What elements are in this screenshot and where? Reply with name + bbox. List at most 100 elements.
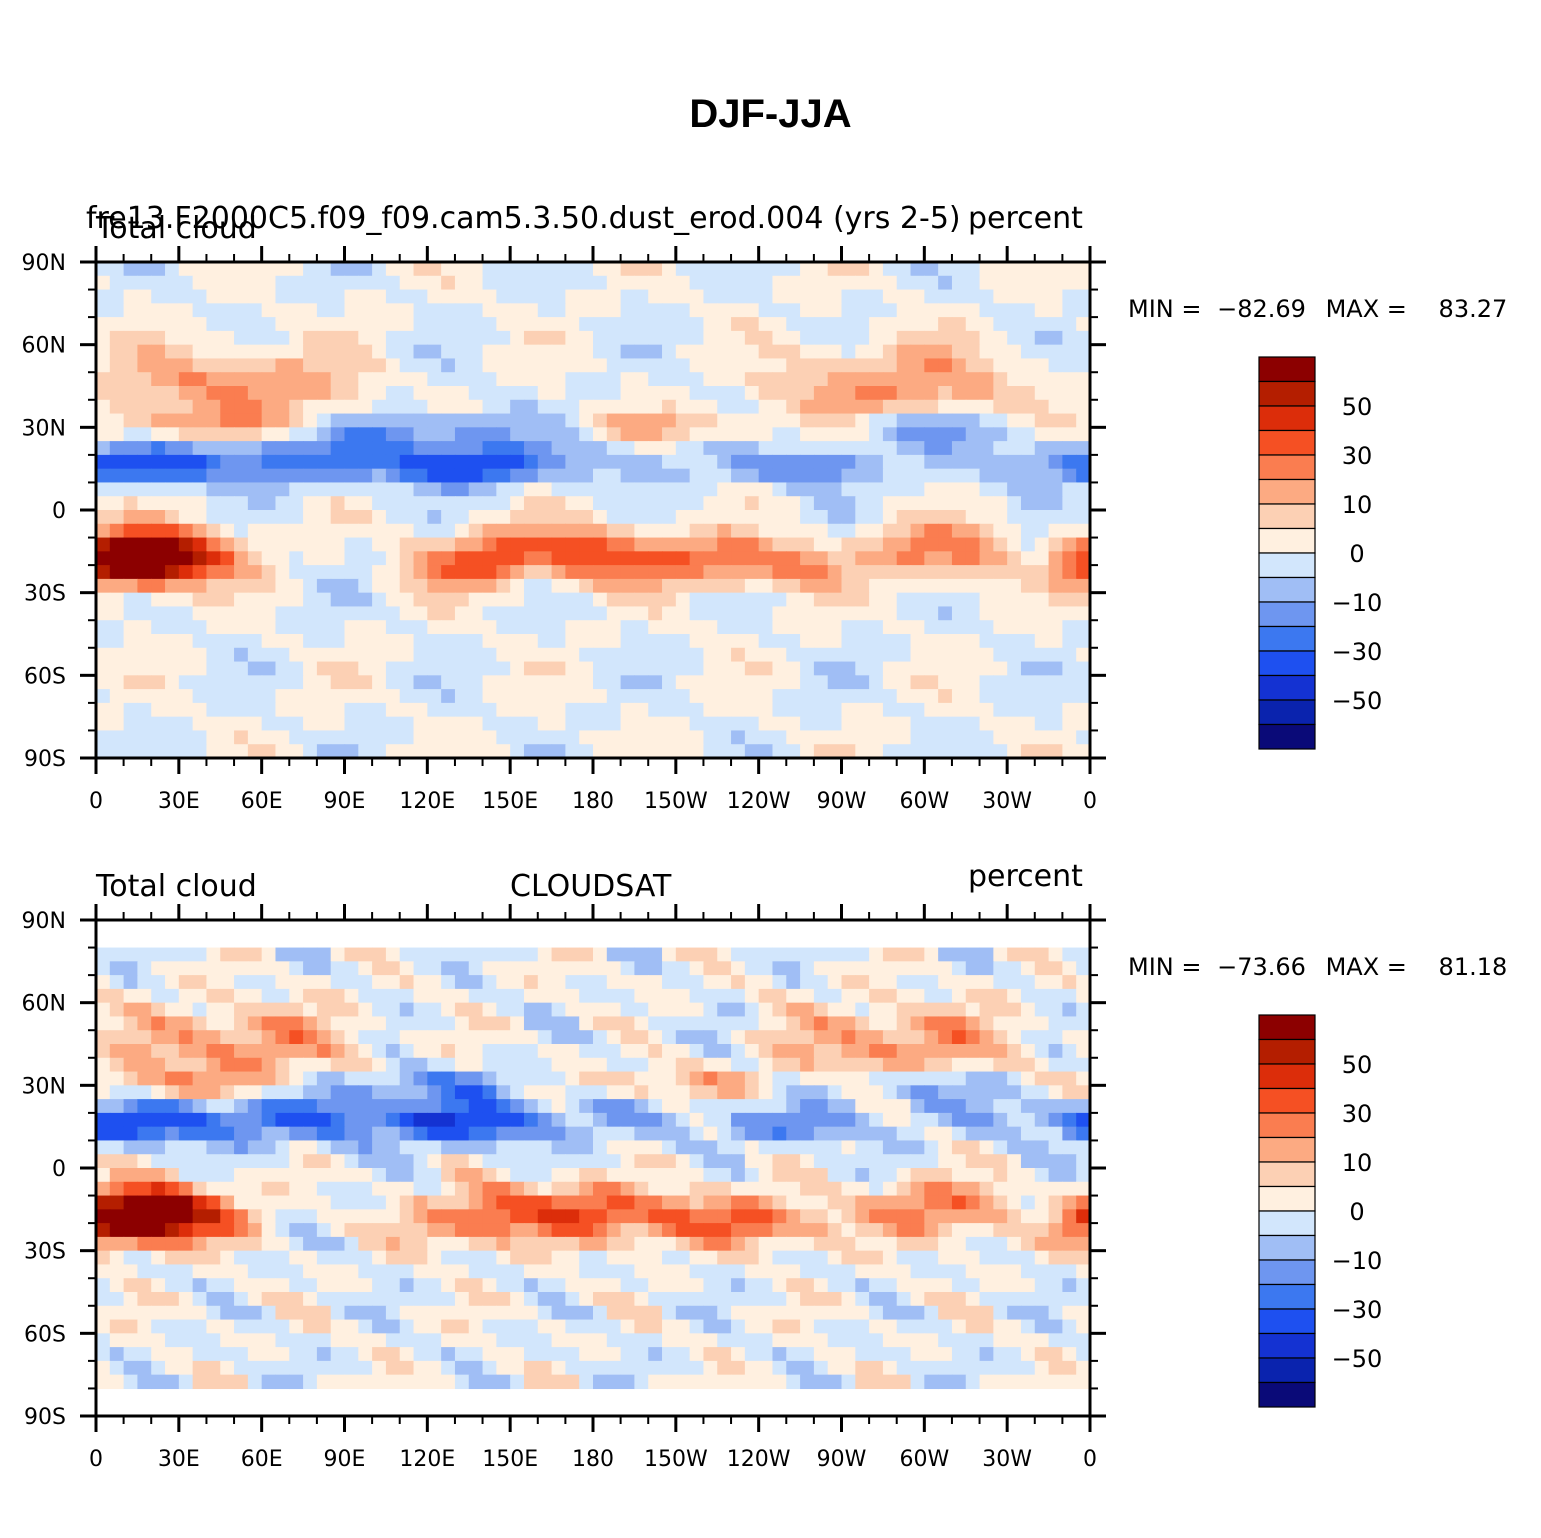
max-value: 83.27 bbox=[1438, 295, 1508, 323]
colorbar-label: 0 bbox=[1349, 540, 1364, 568]
colorbar-label: 50 bbox=[1342, 393, 1373, 421]
lat-tick-label: 90N bbox=[22, 251, 66, 276]
lon-tick-label: 60E bbox=[241, 1447, 283, 1472]
colorbar-swatch bbox=[1258, 1210, 1316, 1237]
colorbar-swatch bbox=[1258, 601, 1316, 628]
min-label: MIN = bbox=[1128, 953, 1202, 981]
lon-tick-label: 0 bbox=[1083, 1447, 1097, 1472]
lon-tick-label: 150W bbox=[644, 789, 708, 814]
min-max-readout: MIN = −82.69 MAX = 83.27 bbox=[1128, 297, 1507, 321]
min-max-readout: MIN = −73.66 MAX = 81.18 bbox=[1128, 955, 1507, 979]
lon-tick-label: 90E bbox=[324, 789, 366, 814]
panel-title-left: Total cloud bbox=[96, 211, 257, 246]
lon-tick-label: 120W bbox=[727, 1447, 791, 1472]
colorbar-label: −30 bbox=[1332, 638, 1383, 666]
min-value: −73.66 bbox=[1217, 953, 1306, 981]
colorbar-swatch bbox=[1258, 1234, 1316, 1261]
colorbar: 50 30 10 0 −10 −30 −50 bbox=[1258, 1014, 1383, 1408]
colorbar-swatch bbox=[1258, 429, 1316, 456]
colorbar-label: −30 bbox=[1332, 1296, 1383, 1324]
panel-title-left: Total cloud bbox=[96, 869, 257, 904]
lon-tick-label: 0 bbox=[89, 1447, 103, 1472]
colorbar-label: −50 bbox=[1332, 687, 1383, 715]
figure-title: DJF-JJA bbox=[689, 92, 852, 136]
lon-tick-label: 0 bbox=[89, 789, 103, 814]
colorbar-swatch bbox=[1258, 699, 1316, 726]
map-plot: 90N 60N 30N 0 30S 60S 90S 0 30E 60E 90E 120E 150E 180… bbox=[22, 246, 1383, 814]
panel-observation: 90N 60N 30N 0 30S 60S 90S 0 30E 60E 90E 120E 150E 180… bbox=[0, 848, 1541, 1508]
lon-tick-label: 180 bbox=[572, 1447, 614, 1472]
colorbar-swatch bbox=[1258, 1185, 1316, 1212]
colorbar-swatch bbox=[1258, 405, 1316, 432]
colorbar-swatch bbox=[1258, 650, 1316, 677]
max-value: 81.18 bbox=[1438, 953, 1508, 981]
lat-tick-label: 90N bbox=[22, 909, 66, 934]
colorbar-swatch bbox=[1258, 1161, 1316, 1188]
colorbar-swatch bbox=[1258, 1283, 1316, 1310]
panel-title-right: percent bbox=[968, 201, 1083, 236]
colorbar-label: 30 bbox=[1342, 1100, 1373, 1128]
colorbar-swatch bbox=[1258, 1381, 1316, 1408]
colorbar-label: 50 bbox=[1342, 1051, 1373, 1079]
lat-tick-label: 90S bbox=[24, 747, 66, 772]
lon-tick-label: 120W bbox=[727, 789, 791, 814]
max-label: MAX = bbox=[1325, 295, 1407, 323]
colorbar-swatch bbox=[1258, 552, 1316, 579]
lon-tick-label: 150W bbox=[644, 1447, 708, 1472]
lon-tick-label: 120E bbox=[399, 1447, 455, 1472]
colorbar-swatch bbox=[1258, 1357, 1316, 1384]
lat-tick-label: 30N bbox=[22, 1074, 66, 1099]
map-plot: 90N 60N 30N 0 30S 60S 90S 0 30E 60E 90E 120E 150E 180… bbox=[22, 904, 1383, 1472]
colorbar-swatch bbox=[1258, 1308, 1316, 1335]
lon-tick-label: 90W bbox=[817, 789, 867, 814]
panel-title-center: CLOUDSAT bbox=[510, 869, 672, 904]
colorbar-label: −10 bbox=[1332, 589, 1383, 617]
colorbar-swatch bbox=[1258, 674, 1316, 701]
min-value: −82.69 bbox=[1217, 295, 1306, 323]
cloud-field bbox=[96, 947, 1091, 1390]
colorbar-swatch bbox=[1258, 1259, 1316, 1286]
lat-tick-label: 60S bbox=[24, 1322, 66, 1347]
lon-tick-label: 150E bbox=[482, 1447, 538, 1472]
colorbar-swatch bbox=[1258, 356, 1316, 383]
max-label: MAX = bbox=[1325, 953, 1407, 981]
colorbar-label: 0 bbox=[1349, 1198, 1364, 1226]
colorbar-swatch bbox=[1258, 454, 1316, 481]
lat-tick-label: 0 bbox=[52, 499, 66, 524]
min-label: MIN = bbox=[1128, 295, 1202, 323]
lat-tick-label: 90S bbox=[24, 1405, 66, 1430]
lon-tick-label: 90W bbox=[817, 1447, 867, 1472]
lon-tick-label: 60W bbox=[899, 789, 949, 814]
lon-tick-label: 0 bbox=[1083, 789, 1097, 814]
lon-tick-label: 60W bbox=[899, 1447, 949, 1472]
colorbar-swatch bbox=[1258, 576, 1316, 603]
lat-tick-label: 0 bbox=[52, 1157, 66, 1182]
lon-tick-label: 30E bbox=[158, 789, 200, 814]
colorbar-label: 10 bbox=[1342, 1149, 1373, 1177]
lat-tick-label: 30S bbox=[24, 1240, 66, 1265]
lon-tick-label: 180 bbox=[572, 789, 614, 814]
colorbar-swatch bbox=[1258, 380, 1316, 407]
lon-tick-label: 150E bbox=[482, 789, 538, 814]
colorbar-swatch bbox=[1258, 1332, 1316, 1359]
colorbar-swatch bbox=[1258, 1038, 1316, 1065]
lon-tick-label: 60E bbox=[241, 789, 283, 814]
lat-tick-label: 60N bbox=[22, 334, 66, 359]
lon-tick-label: 30W bbox=[982, 1447, 1032, 1472]
cloud-field bbox=[96, 262, 1091, 759]
colorbar-swatch bbox=[1258, 1063, 1316, 1090]
colorbar-swatch bbox=[1258, 1014, 1316, 1041]
colorbar-swatch bbox=[1258, 625, 1316, 652]
lat-tick-label: 30N bbox=[22, 416, 66, 441]
lon-tick-label: 30W bbox=[982, 789, 1032, 814]
colorbar-swatch bbox=[1258, 503, 1316, 530]
colorbar-swatch bbox=[1258, 527, 1316, 554]
colorbar-swatch bbox=[1258, 1087, 1316, 1114]
lon-tick-label: 120E bbox=[399, 789, 455, 814]
colorbar: 50 30 10 0 −10 −30 −50 bbox=[1258, 356, 1383, 750]
colorbar-label: 10 bbox=[1342, 491, 1373, 519]
lat-tick-label: 60N bbox=[22, 992, 66, 1017]
colorbar-label: −10 bbox=[1332, 1247, 1383, 1275]
lat-tick-label: 30S bbox=[24, 582, 66, 607]
panel-title-center: fre13.F2000C5.f09_f09.cam5.3.50.dust_ero… bbox=[86, 201, 961, 236]
